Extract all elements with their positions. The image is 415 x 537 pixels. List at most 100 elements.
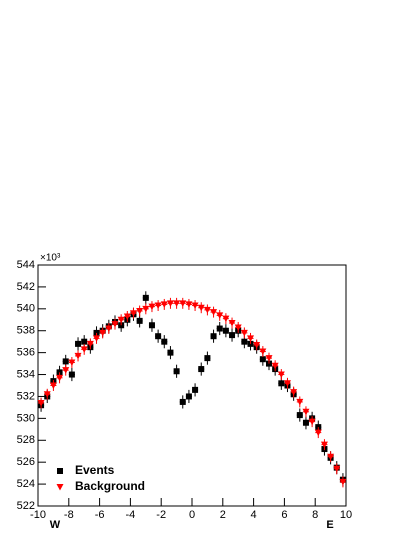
data-point — [179, 398, 186, 405]
y-tick-label: 528 — [17, 434, 35, 446]
x-tick-label: -10 — [30, 509, 46, 521]
data-point — [234, 324, 242, 331]
data-point — [136, 317, 143, 324]
y-multiplier: ×10³ — [40, 253, 61, 264]
data-point — [198, 366, 205, 373]
data-point — [210, 309, 218, 316]
x-tick-label: -2 — [156, 509, 166, 521]
data-point — [49, 382, 57, 389]
data-point — [192, 386, 199, 393]
data-point — [148, 322, 155, 329]
legend-marker — [57, 468, 63, 474]
legend-label: Events — [75, 463, 115, 477]
data-point — [173, 368, 180, 375]
data-point — [68, 359, 76, 366]
data-point — [240, 329, 248, 337]
data-point — [136, 308, 144, 315]
data-point — [43, 391, 51, 398]
data-point — [222, 327, 229, 334]
data-point — [203, 306, 211, 314]
data-point — [105, 325, 113, 333]
y-tick-label: 524 — [17, 478, 35, 490]
data-point — [265, 355, 273, 362]
y-tick-label: 522 — [17, 500, 35, 512]
x-left-label: W — [50, 519, 61, 531]
data-point — [314, 429, 322, 437]
data-point — [74, 352, 82, 360]
data-point — [283, 380, 291, 387]
data-point — [320, 441, 328, 449]
y-tick-label: 526 — [17, 456, 35, 468]
data-point — [179, 300, 187, 307]
data-point — [278, 380, 285, 387]
data-point — [161, 338, 168, 345]
data-point — [56, 374, 64, 382]
x-tick-label: -4 — [126, 509, 136, 521]
legend-label: Background — [75, 479, 145, 493]
data-point — [253, 341, 261, 349]
data-point — [296, 398, 304, 406]
data-point — [308, 418, 316, 426]
data-point — [327, 453, 335, 461]
data-point — [185, 393, 192, 400]
data-point — [142, 305, 150, 313]
y-tick-label: 536 — [17, 347, 35, 359]
data-point — [173, 300, 181, 307]
y-tick-label: 534 — [17, 368, 35, 380]
y-tick-label: 532 — [17, 390, 35, 402]
y-tick-label: 540 — [17, 303, 35, 315]
data-point — [333, 465, 341, 473]
data-point — [154, 302, 162, 310]
data-point — [99, 329, 107, 337]
data-point — [229, 332, 236, 339]
data-point — [197, 304, 205, 312]
data-point — [86, 340, 94, 348]
data-point — [210, 333, 217, 340]
data-point — [247, 335, 255, 342]
y-tick-label: 544 — [17, 259, 35, 271]
data-point — [62, 358, 69, 365]
data-point — [167, 349, 174, 356]
data-point — [228, 320, 236, 327]
x-right-label: E — [326, 519, 333, 531]
data-point — [277, 371, 285, 379]
data-point — [117, 316, 125, 324]
data-point — [148, 303, 156, 311]
data-point — [111, 321, 119, 328]
x-tick-label: -6 — [95, 509, 105, 521]
data-point — [204, 355, 211, 362]
data-point — [185, 301, 193, 308]
data-point — [93, 335, 101, 342]
data-point — [216, 325, 223, 332]
data-point — [259, 348, 267, 356]
x-tick-label: 4 — [251, 509, 257, 521]
data-point — [271, 362, 279, 370]
x-tick-label: 6 — [281, 509, 287, 521]
data-point — [302, 419, 309, 426]
data-point — [129, 310, 137, 317]
data-point — [62, 367, 70, 374]
data-point — [123, 313, 131, 320]
data-point — [241, 338, 248, 345]
data-point — [222, 315, 230, 323]
x-tick-label: 8 — [312, 509, 318, 521]
data-point — [75, 340, 82, 347]
data-point — [155, 333, 162, 340]
data-point — [37, 400, 45, 407]
x-tick-label: 0 — [189, 509, 195, 521]
data-point — [166, 300, 174, 307]
y-tick-label: 538 — [17, 325, 35, 337]
data-point — [142, 294, 149, 301]
data-point — [216, 312, 224, 319]
data-point — [290, 389, 298, 396]
data-point — [160, 301, 168, 308]
data-point — [296, 412, 303, 419]
data-point — [259, 356, 266, 363]
data-point — [81, 338, 88, 345]
data-point — [339, 478, 347, 486]
y-tick-label: 530 — [17, 412, 35, 424]
data-point — [302, 408, 310, 416]
